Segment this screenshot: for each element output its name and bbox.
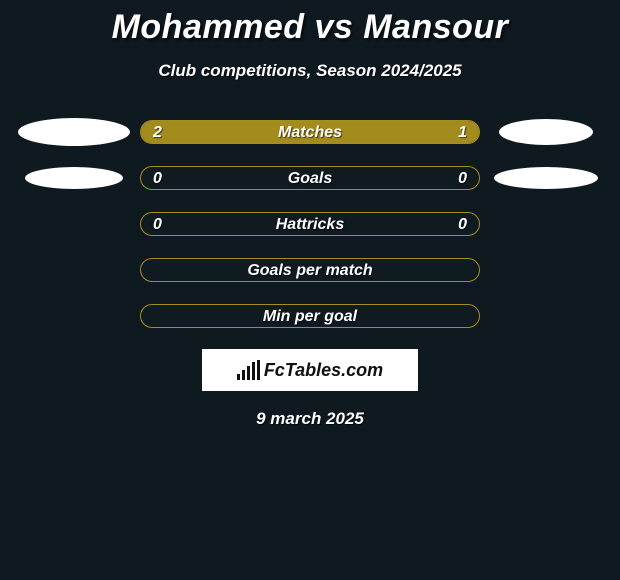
player-marker-right <box>499 119 593 145</box>
stat-value-left: 0 <box>153 167 162 190</box>
stat-value-left: 2 <box>153 121 162 144</box>
player-marker-left <box>25 167 123 189</box>
stat-value-left: 0 <box>153 213 162 236</box>
stat-row: Min per goal <box>0 303 620 329</box>
stat-value-right: 1 <box>458 121 467 144</box>
stat-label: Matches <box>141 121 479 144</box>
stat-bar: Matches2 1 <box>140 120 480 144</box>
stat-label: Hattricks <box>141 213 479 236</box>
stat-label: Goals per match <box>141 259 479 282</box>
stat-bar: Min per goal <box>140 304 480 328</box>
stat-value-right: 0 <box>458 167 467 190</box>
player-marker-right-slot <box>480 119 602 145</box>
chart-icon <box>237 360 260 380</box>
subtitle: Club competitions, Season 2024/2025 <box>0 61 620 81</box>
player-marker-left <box>18 118 130 146</box>
stat-row: Goals per match <box>0 257 620 283</box>
stat-value-right: 0 <box>458 213 467 236</box>
stat-bar: Hattricks0 0 <box>140 212 480 236</box>
page-title: Mohammed vs Mansour <box>0 0 620 47</box>
stat-row: Hattricks0 0 <box>0 211 620 237</box>
stat-row: Matches2 1 <box>0 119 620 145</box>
stat-bar: Goals per match <box>140 258 480 282</box>
player-marker-right <box>494 167 598 189</box>
stat-bar: Goals0 0 <box>140 166 480 190</box>
branding-text: FcTables.com <box>264 360 383 381</box>
stats-container: Matches21Goals00Hattricks00Goals per mat… <box>0 119 620 329</box>
player-marker-left-slot <box>18 118 140 146</box>
date-label: 9 march 2025 <box>0 409 620 429</box>
branding-box: FcTables.com <box>202 349 418 391</box>
stat-row: Goals0 0 <box>0 165 620 191</box>
player-marker-left-slot <box>18 167 140 189</box>
player-marker-right-slot <box>480 167 602 189</box>
stat-label: Min per goal <box>141 305 479 328</box>
stat-label: Goals <box>141 167 479 190</box>
